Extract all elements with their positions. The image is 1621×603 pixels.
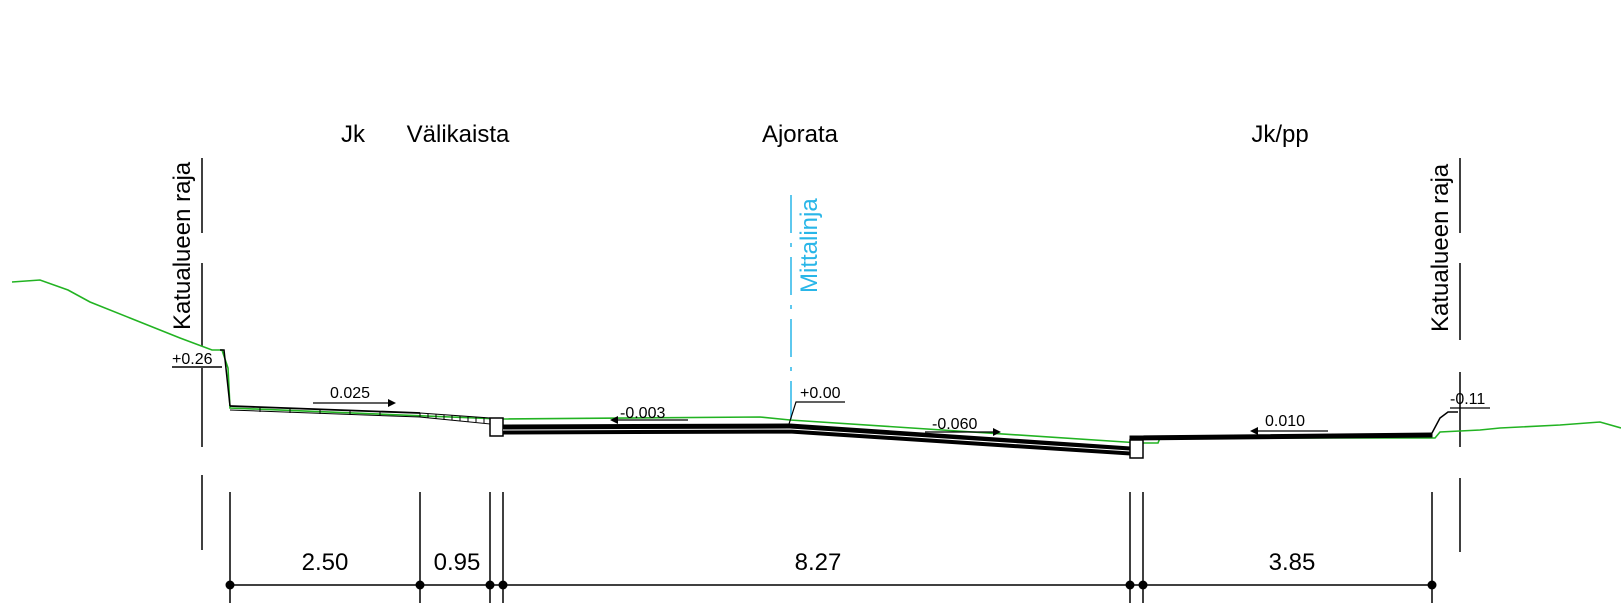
- level-center-leader: [788, 401, 845, 425]
- slope-jkpp: 0.010: [1250, 413, 1328, 435]
- section-label-ajorata: Ajorata: [762, 121, 839, 148]
- slope-ajorata-left-value: -0.003: [620, 405, 665, 422]
- right-boundary-label: Katualueen raja: [1427, 163, 1454, 332]
- left-road-curb: [489, 417, 504, 437]
- ajorata-structure: [502, 423, 1131, 456]
- centerline: Mittalinja: [790, 195, 823, 425]
- left-boundary: Katualueen raja: [169, 158, 203, 550]
- slope-ajorata-left-arrowhead: [610, 416, 618, 424]
- slope-jkpp-arrowhead: [1250, 427, 1258, 435]
- right-boundary: Katualueen raja: [1427, 158, 1461, 552]
- slope-ajorata-right-value: -0.060: [932, 416, 977, 433]
- jkpp-structure: [1129, 411, 1458, 441]
- level-left-value: +0.26: [172, 351, 213, 368]
- slope-jkpp-value: 0.010: [1265, 413, 1305, 430]
- jk-base: [229, 409, 421, 418]
- dim-node-5: [1125, 580, 1135, 590]
- slope-ajorata-left: -0.003: [610, 405, 688, 424]
- level-left: +0.26: [172, 351, 222, 368]
- dim-node-3: [485, 580, 495, 590]
- section-label-jk: Jk: [341, 121, 366, 148]
- dimension-jk: 2.50: [302, 549, 349, 576]
- right-road-curb: [1129, 439, 1144, 459]
- level-right: -0.11: [1450, 391, 1490, 409]
- dimension-jkpp: 3.85: [1269, 549, 1316, 576]
- ajorata-inner-line: [502, 428, 1131, 452]
- dim-node-1: [225, 580, 235, 590]
- slope-jk-value: 0.025: [330, 385, 370, 402]
- level-right-value: -0.11: [1450, 391, 1485, 408]
- slope-jk: 0.025: [313, 385, 396, 407]
- jkpp-pavement: [1129, 432, 1433, 441]
- level-center: +0.00: [788, 385, 845, 425]
- left-boundary-label: Katualueen raja: [169, 161, 196, 330]
- dimension-ajorata: 8.27: [795, 549, 842, 576]
- slope-jk-arrowhead: [388, 399, 396, 407]
- dimension-extension-lines: [229, 492, 1433, 603]
- jk-structure: [229, 405, 421, 418]
- slope-ajorata-right-arrowhead: [993, 428, 1001, 436]
- left-curb-edge: [220, 349, 231, 407]
- centerline-label: Mittalinja: [796, 198, 823, 293]
- dimension-valikaista: 0.95: [434, 549, 481, 576]
- dim-node-2: [415, 580, 425, 590]
- section-label-jkpp: Jk/pp: [1251, 121, 1308, 148]
- dim-node-6: [1138, 580, 1148, 590]
- section-label-valikaista: Välikaista: [407, 121, 510, 148]
- terrain-line: [11, 279, 1621, 444]
- slope-ajorata-right: -0.060: [925, 416, 1001, 436]
- jk-surface: [229, 405, 421, 414]
- dim-node-7: [1427, 580, 1437, 590]
- dim-node-4: [498, 580, 508, 590]
- dimension-line: [225, 580, 1437, 590]
- level-center-value: +0.00: [800, 385, 841, 402]
- ajorata-pavement: [502, 423, 1131, 456]
- jkpp-edge: [1431, 411, 1458, 434]
